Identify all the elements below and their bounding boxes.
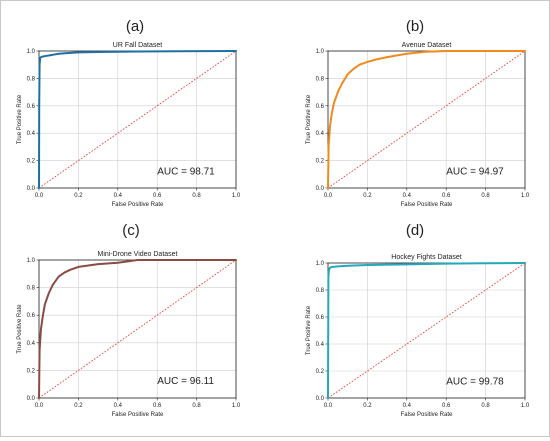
chart-title: Hockey Fights Dataset	[391, 254, 461, 261]
x-tick-label: 1.0	[232, 403, 241, 409]
y-tick-label: 1.0	[27, 49, 36, 55]
x-tick-label: 0.4	[403, 403, 412, 409]
panel-label: (a)	[126, 18, 144, 35]
roc-panel-1: (b) Avenue Dataset 0.0 0.2 0.4 0.6 0.8 1.0 0.0 0.…	[306, 18, 530, 208]
x-tick-label: 0.6	[442, 193, 451, 199]
y-tick-label: 1.0	[27, 258, 36, 264]
y-tick-label: 0.4	[27, 341, 36, 347]
x-tick-label: 0.0	[35, 193, 44, 199]
x-tick-label: 0.6	[153, 193, 162, 199]
y-tick-label: 0.0	[316, 396, 325, 402]
x-tick-label: 0.2	[74, 193, 83, 199]
y-tick-label: 0.0	[316, 186, 325, 192]
x-tick-label: 1.0	[232, 193, 241, 199]
y-tick-label: 0.6	[316, 104, 325, 110]
x-tick-label: 0.2	[74, 403, 83, 409]
x-tick-label: 0.2	[363, 193, 372, 199]
x-tick-label: 1.0	[521, 403, 530, 409]
roc-curve-line	[327, 50, 526, 189]
y-axis-label: True Positive Rate	[306, 305, 312, 355]
x-tick-label: 0.8	[481, 193, 490, 199]
x-tick-label: 0.4	[403, 193, 412, 199]
x-tick-label: 0.4	[114, 403, 123, 409]
x-axis-label: False Positive Rate	[401, 412, 453, 418]
chart-title: UR Fall Dataset	[113, 42, 162, 49]
x-tick-label: 0.6	[442, 403, 451, 409]
auc-annotation: AUC = 94.97	[446, 166, 504, 177]
random-baseline-line	[327, 262, 526, 399]
panel-label: (b)	[406, 18, 424, 35]
x-tick-label: 0.0	[324, 403, 333, 409]
x-tick-label: 0.4	[114, 193, 123, 199]
x-axis-label: False Positive Rate	[112, 202, 164, 208]
y-tick-label: 0.0	[27, 396, 36, 402]
y-tick-label: 1.0	[316, 49, 325, 55]
x-tick-label: 0.8	[481, 403, 490, 409]
x-tick-label: 0.2	[363, 403, 372, 409]
roc-curve-line	[38, 259, 237, 399]
chart-title: Mini-Drone Video Dataset	[97, 251, 177, 258]
roc-curve-line	[38, 50, 237, 189]
x-tick-label: 0.8	[192, 403, 201, 409]
roc-panel-2: (c) Mini-Drone Video Dataset 0.0 0.2 0.4 0.6 0…	[17, 222, 241, 418]
y-tick-label: 0.6	[316, 315, 325, 321]
roc-panel-3: (d) Hockey Fights Dataset 0.0 0.2 0.4 0.6 0.8 1…	[306, 222, 530, 418]
x-tick-label: 0.0	[324, 193, 333, 199]
y-tick-label: 0.4	[27, 131, 36, 137]
y-tick-label: 0.2	[316, 369, 325, 375]
y-tick-label: 0.0	[27, 186, 36, 192]
y-tick-label: 0.2	[27, 159, 36, 165]
y-axis-label: True Positive Rate	[306, 94, 312, 144]
random-baseline-line	[38, 50, 237, 189]
panel-label: (c)	[122, 222, 140, 239]
y-tick-label: 0.8	[316, 288, 325, 294]
y-tick-label: 0.6	[27, 313, 36, 319]
x-tick-label: 0.0	[35, 403, 44, 409]
x-axis-label: False Positive Rate	[112, 412, 164, 418]
y-tick-label: 0.2	[27, 368, 36, 374]
x-tick-label: 1.0	[521, 193, 530, 199]
x-axis-label: False Positive Rate	[401, 202, 453, 208]
roc-curve-line	[327, 262, 526, 399]
y-tick-label: 0.8	[27, 76, 36, 82]
panel-label: (d)	[406, 222, 424, 239]
random-baseline-line	[327, 50, 526, 189]
y-tick-label: 1.0	[316, 261, 325, 267]
y-tick-label: 0.8	[27, 286, 36, 292]
y-tick-label: 0.6	[27, 104, 36, 110]
y-tick-label: 0.4	[316, 131, 325, 137]
auc-annotation: AUC = 99.78	[446, 377, 504, 388]
chart-title: Avenue Dataset	[402, 42, 452, 49]
y-axis-label: True Positive Rate	[17, 94, 23, 144]
roc-panel-0: (a) UR Fall Dataset 0.0 0.2 0.4 0.6 0.8 1.0 0.0 0…	[17, 18, 241, 208]
y-tick-label: 0.8	[316, 76, 325, 82]
auc-annotation: AUC = 96.11	[157, 376, 214, 387]
y-axis-label: True Positive Rate	[17, 304, 23, 354]
x-tick-label: 0.6	[153, 403, 162, 409]
auc-annotation: AUC = 98.71	[157, 166, 215, 177]
y-tick-label: 0.2	[316, 159, 325, 165]
x-tick-label: 0.8	[192, 193, 201, 199]
y-tick-label: 0.4	[316, 342, 325, 348]
